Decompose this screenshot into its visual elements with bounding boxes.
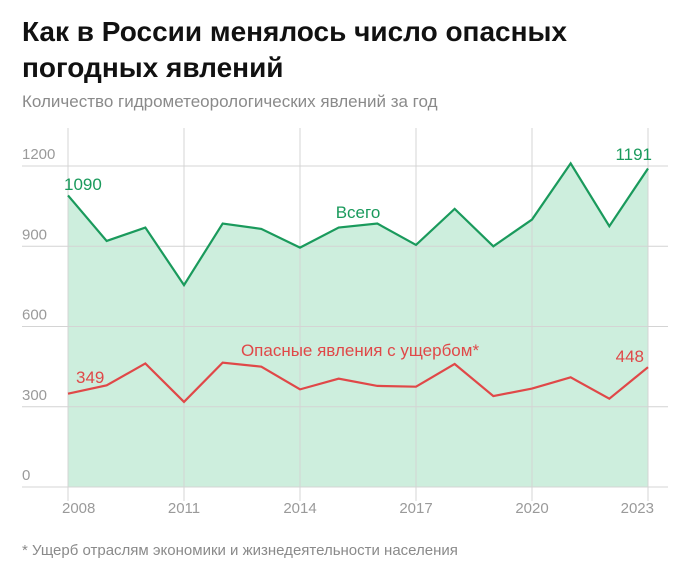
y-tick-label-600: 600 <box>22 307 47 324</box>
x-tick-label-2017: 2017 <box>399 500 432 517</box>
damage-series-line <box>67 361 649 404</box>
x-tick-label-2008: 2008 <box>62 500 95 517</box>
y-tick-label-300: 300 <box>22 387 47 404</box>
total-area-fill <box>68 163 648 487</box>
chart-title: Как в России менялось число опасных пого… <box>22 16 568 83</box>
y-tick-label-1200: 1200 <box>22 146 55 163</box>
damage-start-label: 349 <box>76 368 104 387</box>
x-tick-label-2023: 2023 <box>621 500 654 517</box>
damage-end-label: 448 <box>616 347 644 366</box>
total-start-label: 1090 <box>64 175 102 194</box>
y-tick-label-900: 900 <box>22 226 47 243</box>
total-end-label: 1191 <box>615 145 652 164</box>
total-series-line <box>67 161 649 288</box>
x-tick-label-2014: 2014 <box>283 500 316 517</box>
x-tick-label-2020: 2020 <box>515 500 548 517</box>
total-series-label: Всего <box>336 203 381 222</box>
y-tick-label-0: 0 <box>22 467 30 484</box>
damage-series-label: Опасные явления с ущербом* <box>241 341 480 360</box>
x-tick-label-2011: 2011 <box>168 500 200 517</box>
chart-subtitle: Количество гидрометеорологических явлени… <box>22 92 438 111</box>
footnote: * Ущерб отраслям экономики и жизнедеятел… <box>22 542 458 559</box>
